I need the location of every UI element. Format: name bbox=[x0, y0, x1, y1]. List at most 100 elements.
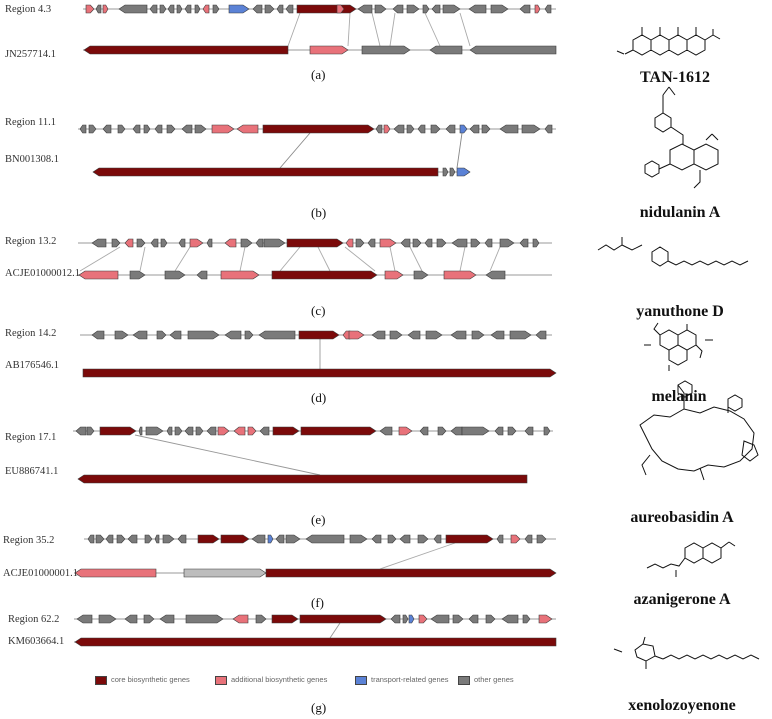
gene-region-b-14 bbox=[383, 124, 391, 134]
homology-link-a-2 bbox=[371, 12, 381, 47]
gene-region-g-11 bbox=[402, 614, 409, 624]
gene-region-b-25 bbox=[544, 124, 553, 134]
gene-region-g-15 bbox=[452, 614, 464, 624]
gene-reference-c-3 bbox=[196, 270, 208, 280]
gene-region-c-3 bbox=[136, 238, 146, 248]
gene-region-c-14 bbox=[345, 238, 354, 248]
gene-region-e-1 bbox=[86, 426, 95, 436]
gene-region-e-9 bbox=[206, 426, 217, 436]
gene-region-e-12 bbox=[247, 426, 257, 436]
compound-name-f: azanigerone A bbox=[633, 591, 731, 608]
gene-region-a-18 bbox=[336, 4, 345, 14]
gene-region-c-9 bbox=[224, 238, 237, 248]
gene-region-g-16 bbox=[468, 614, 479, 624]
gene-region-c-13 bbox=[286, 238, 344, 248]
gene-region-f-6 bbox=[154, 534, 160, 544]
gene-region-d-13 bbox=[389, 330, 403, 340]
gene-region-a-21 bbox=[392, 4, 404, 14]
gene-reference-c-5 bbox=[271, 270, 378, 280]
gene-region-f-17 bbox=[371, 534, 382, 544]
homology-link-b-0 bbox=[279, 132, 311, 169]
gene-region-e-13 bbox=[259, 426, 270, 436]
gene-region-e-11 bbox=[233, 426, 246, 436]
gene-region-a-16 bbox=[285, 4, 294, 14]
gene-reference-d-0 bbox=[82, 368, 557, 378]
gene-region-c-20 bbox=[424, 238, 433, 248]
gene-region-c-7 bbox=[189, 238, 204, 248]
gene-region-f-4 bbox=[127, 534, 138, 544]
gene-region-e-24 bbox=[524, 426, 534, 436]
gene-region-a-7 bbox=[176, 4, 183, 14]
reference-label-d: AB176546.1 bbox=[5, 360, 59, 371]
gene-region-g-18 bbox=[501, 614, 519, 624]
gene-region-d-6 bbox=[224, 330, 242, 340]
gene-region-d-3 bbox=[156, 330, 167, 340]
legend-core-label: core biosynthetic genes bbox=[111, 675, 190, 684]
gene-region-c-2 bbox=[124, 238, 134, 248]
gene-region-g-3 bbox=[143, 614, 155, 624]
compound-name-a: TAN-1612 bbox=[640, 69, 710, 86]
gene-region-f-2 bbox=[105, 534, 114, 544]
gene-region-a-10 bbox=[202, 4, 210, 14]
gene-region-d-18 bbox=[490, 330, 505, 340]
reference-label-a: JN257714.1 bbox=[5, 49, 57, 60]
legend-additional-swatch bbox=[215, 675, 227, 685]
gene-region-f-14 bbox=[285, 534, 301, 544]
gene-region-a-2 bbox=[102, 4, 109, 14]
homology-link-a-4 bbox=[424, 12, 441, 47]
legend-additional: additional biosynthetic genes bbox=[215, 675, 327, 685]
gene-region-c-16 bbox=[367, 238, 376, 248]
gene-region-e-5 bbox=[166, 426, 173, 436]
gene-reference-g-0 bbox=[74, 637, 557, 647]
gene-region-e-23 bbox=[507, 426, 517, 436]
legend-transport-label: transport-related genes bbox=[371, 675, 449, 684]
homology-link-c-9 bbox=[459, 246, 466, 272]
gene-region-b-19 bbox=[445, 124, 456, 134]
homology-link-g-0 bbox=[329, 622, 341, 639]
gene-region-d-7 bbox=[244, 330, 254, 340]
gene-region-a-0 bbox=[85, 4, 95, 14]
gene-region-b-16 bbox=[406, 124, 415, 134]
gene-reference-f-1 bbox=[183, 568, 267, 578]
gene-region-c-10 bbox=[240, 238, 253, 248]
gene-region-a-22 bbox=[406, 4, 420, 14]
gene-region-d-4 bbox=[169, 330, 182, 340]
panel-label-g: (g) bbox=[311, 700, 327, 715]
gene-region-f-23 bbox=[496, 534, 504, 544]
gene-region-b-6 bbox=[154, 124, 163, 134]
gene-region-g-1 bbox=[98, 614, 117, 624]
homology-link-a-0 bbox=[287, 12, 301, 47]
legend-core: core biosynthetic genes bbox=[95, 675, 190, 685]
gene-region-c-8 bbox=[206, 238, 213, 248]
homology-link-c-4 bbox=[279, 246, 301, 272]
reference-label-c: ACJE01000012.1 bbox=[5, 268, 80, 279]
gene-reference-c-4 bbox=[220, 270, 260, 280]
gene-region-f-19 bbox=[399, 534, 411, 544]
gene-region-d-1 bbox=[114, 330, 129, 340]
panel-label-c: (c) bbox=[311, 303, 326, 318]
gene-region-c-27 bbox=[532, 238, 540, 248]
gene-region-g-13 bbox=[418, 614, 428, 624]
compound-name-g: xenolozoyenone bbox=[628, 697, 736, 714]
gene-region-b-24 bbox=[521, 124, 541, 134]
homology-link-c-6 bbox=[344, 246, 376, 272]
panel-label-b: (b) bbox=[311, 205, 327, 220]
gene-region-d-0 bbox=[91, 330, 105, 340]
legend-other: other genes bbox=[458, 675, 514, 685]
gene-reference-f-2 bbox=[265, 568, 557, 578]
homology-link-c-8 bbox=[409, 246, 423, 272]
gene-reference-b-3 bbox=[456, 167, 471, 177]
gene-reference-a-3 bbox=[429, 45, 463, 55]
gene-region-e-25 bbox=[543, 426, 551, 436]
compound-name-b: nidulanin A bbox=[639, 204, 721, 221]
compound-name-e: aureobasidin A bbox=[630, 509, 734, 526]
gene-region-d-9 bbox=[298, 330, 340, 340]
gene-region-c-1 bbox=[111, 238, 121, 248]
gene-region-a-26 bbox=[468, 4, 487, 14]
gene-region-b-10 bbox=[211, 124, 235, 134]
gene-region-g-8 bbox=[271, 614, 299, 624]
gene-region-g-14 bbox=[430, 614, 450, 624]
region-label-f: Region 35.2 bbox=[3, 535, 55, 546]
gene-reference-b-1 bbox=[442, 167, 449, 177]
gene-region-d-20 bbox=[535, 330, 547, 340]
